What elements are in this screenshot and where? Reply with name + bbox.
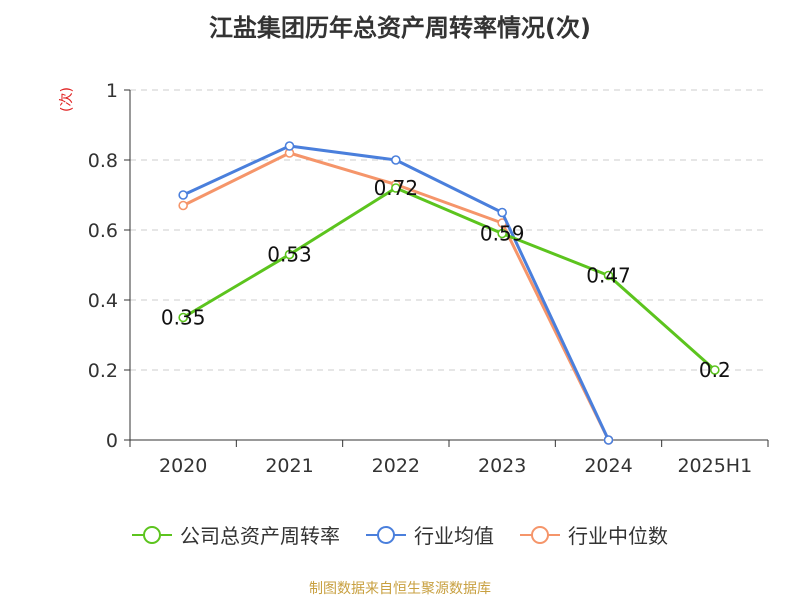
- data-point: [391, 183, 401, 193]
- legend-swatch: [132, 525, 172, 544]
- data-point: [497, 228, 507, 239]
- data-point: [603, 435, 614, 445]
- x-tick-label: 2025H1: [677, 455, 752, 477]
- legend-swatch: [366, 525, 406, 544]
- legend-item[interactable]: 公司总资产周转率: [132, 520, 340, 549]
- x-tick-label: 2022: [372, 455, 420, 477]
- data-point: [178, 200, 188, 211]
- legend-swatch: [520, 525, 560, 544]
- data-label: 0.35: [161, 306, 206, 330]
- axes: 0 0.2 0.4 0.6 0.8 1 2020 2021 2022 2023 2024 2025H1: [88, 80, 769, 477]
- legend-item[interactable]: 行业均值: [366, 520, 494, 549]
- grid-lines: [130, 89, 768, 371]
- data-label: 0.53: [267, 243, 312, 267]
- data-point: [603, 270, 614, 281]
- chart-title: 江盐集团历年总资产周转率情况(次): [209, 14, 591, 42]
- y-tick-label: 0: [106, 430, 118, 452]
- data-label: 0.47: [586, 264, 631, 288]
- y-tick-label: 0.6: [88, 220, 118, 242]
- data-point: [710, 365, 720, 375]
- data-point: [178, 312, 188, 323]
- series-line: [182, 186, 716, 372]
- x-tick-label: 2023: [478, 455, 526, 477]
- y-tick-label: 1: [106, 80, 118, 102]
- series-layer: [178, 141, 720, 445]
- data-point: [284, 141, 295, 151]
- data-labels: 0.35 0.53 0.72 0.59 0.47 0.2: [161, 176, 731, 382]
- data-label: 0.59: [480, 222, 525, 246]
- data-label: 0.72: [374, 176, 419, 200]
- data-point: [391, 155, 401, 165]
- legend: 公司总资产周转率 行业均值 行业中位数: [0, 520, 800, 549]
- data-point: [284, 249, 295, 260]
- data-label: 0.2: [699, 358, 731, 382]
- data-point: [178, 190, 188, 200]
- x-tick-label: 2021: [265, 455, 313, 477]
- y-tick-label: 0.8: [88, 150, 118, 172]
- y-tick-label: 0.2: [88, 360, 118, 382]
- x-tick-label: 2024: [584, 455, 632, 477]
- legend-label: 行业均值: [414, 524, 494, 548]
- data-point: [497, 207, 507, 218]
- legend-label: 行业中位数: [568, 524, 668, 548]
- legend-label: 公司总资产周转率: [180, 524, 340, 548]
- x-tick-label: 2020: [159, 455, 207, 477]
- y-tick-label: 0.4: [88, 290, 118, 312]
- data-source-note: 制图数据来自恒生聚源数据库: [309, 581, 491, 597]
- legend-item[interactable]: 行业中位数: [520, 520, 668, 549]
